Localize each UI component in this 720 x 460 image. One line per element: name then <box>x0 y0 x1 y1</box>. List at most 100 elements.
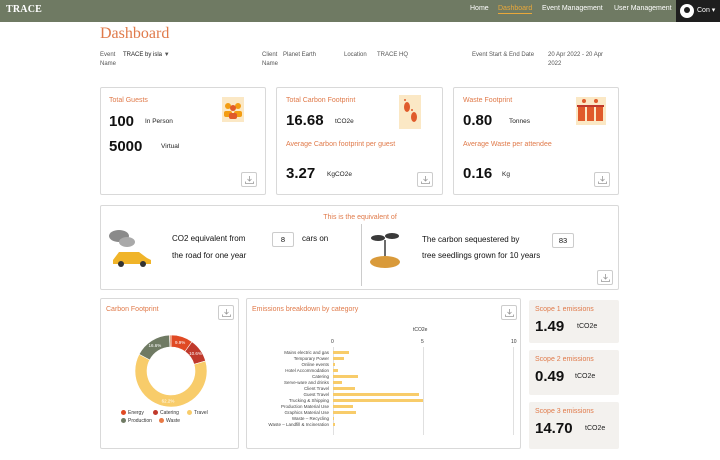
car-icon <box>107 226 153 268</box>
nav-event-management[interactable]: Event Management <box>542 5 603 12</box>
legend-label: Production <box>128 418 152 424</box>
download-button[interactable] <box>594 172 610 187</box>
legend-dot <box>153 410 158 416</box>
user-menu[interactable]: Con ▾ <box>676 0 720 22</box>
download-button[interactable] <box>597 270 613 285</box>
bar[interactable] <box>333 375 359 378</box>
waste-unit: Tonnes <box>509 118 530 125</box>
bins-icon <box>576 97 606 125</box>
bar-chart: tCO2e 0 5 10 Mains electric and gas Temporary… <box>247 299 522 450</box>
bar[interactable] <box>333 393 420 396</box>
download-button[interactable] <box>501 305 517 320</box>
waste-value: 0.80 <box>463 112 493 129</box>
waste-card: Waste Footprint 0.80 Tonnes Average Wast… <box>453 87 619 195</box>
scope3-value: 14.70 <box>535 420 573 437</box>
donut-chart: 9.9% 10.6% 62.2% 16.6% <box>134 334 208 408</box>
guests-card: Total Guests 100 In Person 5000 Virtual <box>100 87 266 195</box>
scope1-card: Scope 1 emissions 1.49 tCO2e <box>529 300 619 343</box>
client-value: Planet Earth <box>283 52 317 58</box>
guests-title: Total Guests <box>109 97 148 104</box>
download-button[interactable] <box>218 305 234 320</box>
bar[interactable] <box>333 411 357 414</box>
category-chart-card: Emissions breakdown by category tCO2e 0 5 1… <box>246 298 521 449</box>
bar[interactable] <box>333 399 423 402</box>
virtual-value: 5000 <box>109 138 143 155</box>
avg-waste-unit: Kg <box>502 171 510 178</box>
gridline <box>423 347 424 435</box>
category-chart-title: Emissions breakdown by category <box>252 306 359 313</box>
cars-value: 8 <box>272 232 294 247</box>
legend-dot <box>121 410 126 416</box>
footprint-icon <box>399 95 421 129</box>
location-value: TRACE HQ <box>377 52 409 58</box>
user-name: Con <box>697 7 710 14</box>
avatar <box>680 4 694 18</box>
app-logo[interactable]: TRACE <box>6 4 43 15</box>
x-tick-label: 0 <box>331 339 334 345</box>
legend-label: Energy <box>128 410 144 416</box>
trees-prefix: The carbon sequestered by <box>422 235 520 244</box>
avg-carbon-value: 3.27 <box>286 165 316 182</box>
footprint-chart-card: Carbon Footprint 9.9% 10.6% 62.2% 16.6% Ene… <box>100 298 239 449</box>
download-button[interactable] <box>417 172 433 187</box>
avg-carbon-title: Average Carbon footprint per guest <box>286 141 396 148</box>
legend-label: Waste <box>166 418 180 424</box>
bar[interactable] <box>333 417 334 420</box>
download-button[interactable] <box>241 172 257 187</box>
caret-down-icon: ▼ <box>163 52 170 58</box>
legend-dot <box>159 418 164 424</box>
legend-dot <box>187 410 192 416</box>
bar[interactable] <box>333 381 342 384</box>
legend-label: Travel <box>194 410 208 416</box>
bar[interactable] <box>333 387 355 390</box>
avg-waste-title: Average Waste per attendee <box>463 141 552 148</box>
category-label: Guest Travel <box>303 392 329 397</box>
bar[interactable] <box>333 357 344 360</box>
dates-label: Event Start & End Date <box>472 52 535 58</box>
x-tick-label: 5 <box>421 339 424 345</box>
pie-data-label: 62.2% <box>162 398 175 403</box>
nav-user-management[interactable]: User Management <box>614 5 672 12</box>
gridline <box>513 347 514 435</box>
location-label: Location <box>344 52 367 58</box>
pie-data-label: 10.6% <box>189 351 202 356</box>
avg-carbon-unit: KgCO2e <box>327 171 352 178</box>
category-label: Online events <box>301 362 329 367</box>
pie-slice-waste[interactable] <box>169 334 172 348</box>
category-label: Waste – Landfill & Incineration <box>268 422 329 427</box>
event-label: Event Name <box>100 52 117 67</box>
virtual-label: Virtual <box>161 143 180 150</box>
carbon-value: 16.68 <box>286 112 324 129</box>
scope1-value: 1.49 <box>535 318 565 335</box>
legend-dot <box>121 418 126 424</box>
category-label: Mains electric and gas <box>284 350 329 355</box>
carbon-unit: tCO2e <box>335 118 354 125</box>
bar[interactable] <box>333 405 353 408</box>
pie-data-label: 16.6% <box>149 343 162 348</box>
nav-dashboard[interactable]: Dashboard <box>498 5 533 14</box>
in-person-value: 100 <box>109 113 135 130</box>
category-label: Graphics Material Use <box>284 410 329 415</box>
page-title: Dashboard <box>100 25 170 42</box>
bar[interactable] <box>333 369 339 372</box>
cars-suffix: cars on <box>302 234 329 243</box>
event-selector[interactable]: TRACE by isla ▼ <box>123 51 170 60</box>
category-label: Hotel Accommodation <box>285 368 329 373</box>
gridline <box>333 347 334 435</box>
pie-data-label: 9.9% <box>175 340 185 345</box>
category-label: Client Travel <box>303 386 329 391</box>
scope1-title: Scope 1 emissions <box>535 306 594 313</box>
dates-value: 20 Apr 2022 - 20 Apr 2022 <box>548 52 604 67</box>
pie-slice-travel[interactable] <box>134 353 208 408</box>
client-label: Client Name <box>262 52 279 67</box>
nav-home[interactable]: Home <box>470 5 489 12</box>
legend-waste: Waste <box>159 418 180 424</box>
in-person-label: In Person <box>145 118 173 125</box>
bar[interactable] <box>333 351 350 354</box>
bar[interactable] <box>333 423 335 426</box>
category-label: Serve-ware and drinks <box>283 380 329 385</box>
bar[interactable] <box>333 363 335 366</box>
scope2-value: 0.49 <box>535 368 565 385</box>
trees-line2: tree seedlings grown for 10 years <box>422 251 541 260</box>
legend-catering: Catering <box>153 410 179 416</box>
